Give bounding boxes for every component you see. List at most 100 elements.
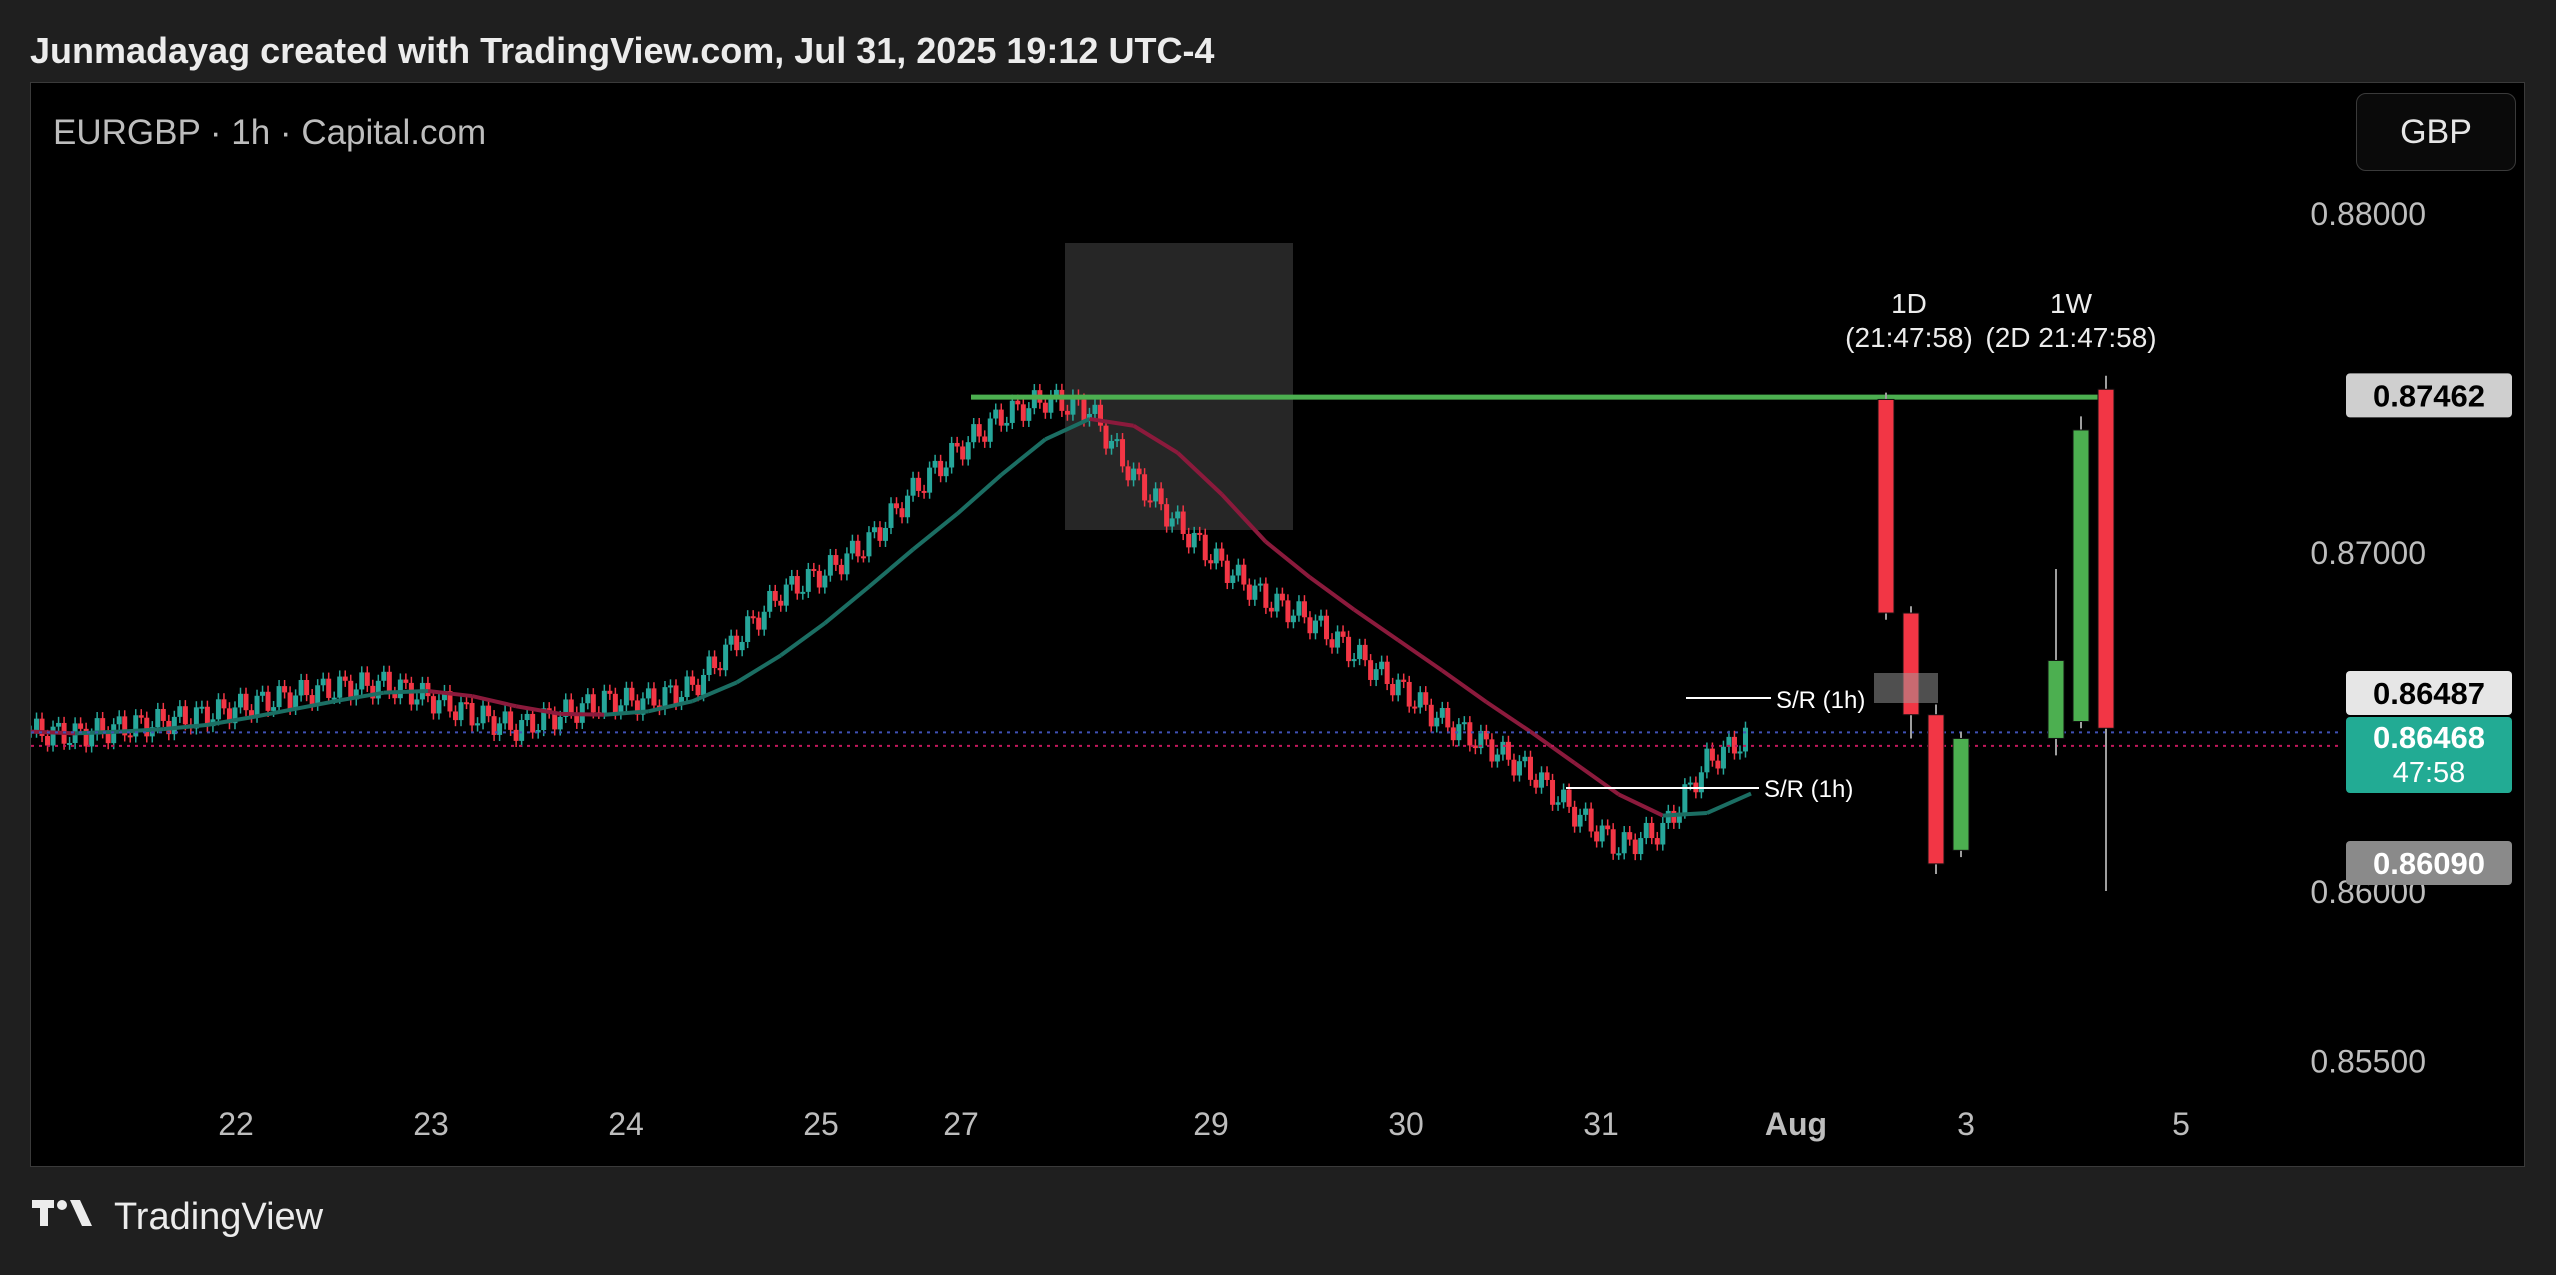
htf-candle-body: [1952, 737, 1970, 851]
candle-body: [756, 617, 762, 630]
candle-body: [651, 688, 657, 706]
candle-body: [226, 708, 232, 724]
candle-body: [100, 718, 106, 733]
candle-body: [954, 442, 960, 447]
candle-body: [326, 678, 332, 698]
x-tick-label: 3: [1957, 1106, 1975, 1142]
moving-average-segment: [1220, 493, 1268, 544]
candle-body: [1274, 593, 1280, 612]
candle-body: [899, 508, 905, 518]
candle-body: [1500, 741, 1506, 755]
candle-body: [436, 700, 442, 714]
candle-body: [1362, 644, 1368, 661]
candle-body: [1241, 564, 1247, 585]
candle-body: [695, 684, 701, 696]
candle-body: [734, 635, 740, 651]
candle-body: [1246, 584, 1252, 600]
candle-body: [497, 723, 503, 735]
moving-average-segment: [604, 709, 649, 717]
candle-body: [1599, 825, 1605, 842]
candle-body: [425, 682, 431, 697]
candle-body: [67, 743, 73, 746]
candle-body: [452, 711, 458, 721]
candle-body: [304, 679, 310, 696]
candle-body: [1368, 660, 1374, 680]
candle-body: [998, 409, 1004, 426]
candle-body: [607, 690, 613, 694]
candle-body: [1390, 684, 1396, 696]
footer-brand: TradingView: [30, 1196, 323, 1239]
currency-button[interactable]: GBP: [2356, 93, 2516, 171]
candle-body: [557, 716, 563, 730]
moving-average-segment: [955, 473, 1003, 516]
candle-body: [1720, 746, 1726, 769]
x-tick-label: 25: [803, 1106, 839, 1142]
candle-body: [1439, 707, 1445, 718]
candle-body: [1467, 722, 1473, 746]
candle-body: [535, 730, 541, 733]
candle-body: [265, 691, 271, 711]
candle-body: [772, 590, 778, 601]
candle-body: [860, 556, 866, 559]
htf-candle-body: [1877, 398, 1895, 614]
candle-body: [938, 460, 944, 477]
candle-body: [1219, 548, 1225, 561]
candle-body: [1175, 511, 1181, 519]
candle-body: [45, 735, 51, 746]
htf-candle-body: [1927, 714, 1945, 865]
candle-body: [927, 467, 933, 493]
chart-caption: Junmadayag created with TradingView.com,…: [30, 30, 1215, 71]
symbol-title: EURGBP · 1h · Capital.com: [53, 113, 487, 152]
candle-body: [1197, 532, 1203, 535]
candle-body: [640, 698, 646, 715]
candle-body: [83, 728, 89, 747]
candle-body: [370, 685, 376, 699]
candle-body: [1335, 631, 1341, 648]
moving-average-segment: [119, 727, 164, 734]
candle-body: [127, 735, 133, 738]
candle-body: [805, 569, 811, 592]
candle-body: [701, 674, 707, 696]
candle-body: [1340, 631, 1346, 637]
candle-body: [1026, 408, 1032, 421]
candle-body: [1643, 822, 1649, 839]
bar-countdown: 47:58: [2393, 757, 2466, 789]
x-tick-label: 29: [1193, 1106, 1229, 1142]
candle-body: [1555, 802, 1561, 805]
candle-body: [293, 695, 299, 709]
candle-body: [199, 706, 205, 709]
moving-average-segment: [1132, 424, 1179, 455]
candle-body: [1698, 772, 1704, 793]
candle-body: [1158, 488, 1164, 505]
htf-candle-body: [2097, 388, 2115, 729]
candle-body: [618, 705, 624, 714]
candle-body: [822, 575, 828, 588]
candle-body: [910, 477, 916, 496]
candle-body: [1230, 575, 1236, 583]
candle-body: [271, 707, 277, 711]
candle-body: [414, 699, 420, 705]
candle-body: [1346, 636, 1352, 662]
candle-body: [144, 717, 150, 737]
candle-body: [458, 702, 464, 721]
chart-panel[interactable]: EURGBP · 1h · Capital.com GBP 0.88000 0.8…: [30, 82, 2525, 1167]
candle-body: [56, 722, 62, 727]
candle-body: [1114, 439, 1120, 442]
candle-body: [1064, 410, 1070, 415]
candle-body: [1638, 838, 1644, 855]
candle-body: [723, 644, 729, 671]
candle-body: [249, 710, 255, 717]
candle-body: [794, 576, 800, 594]
candle-body: [260, 691, 266, 696]
candle-body: [1401, 679, 1407, 682]
moving-average-segment: [647, 699, 693, 714]
candle-body: [1147, 500, 1153, 503]
candle-body: [827, 555, 833, 576]
candle-body: [138, 715, 144, 718]
candle-body: [838, 564, 844, 575]
candle-body: [1428, 704, 1434, 727]
candle-body: [816, 570, 822, 588]
candle-body: [811, 569, 817, 572]
candle-body: [1191, 532, 1197, 548]
